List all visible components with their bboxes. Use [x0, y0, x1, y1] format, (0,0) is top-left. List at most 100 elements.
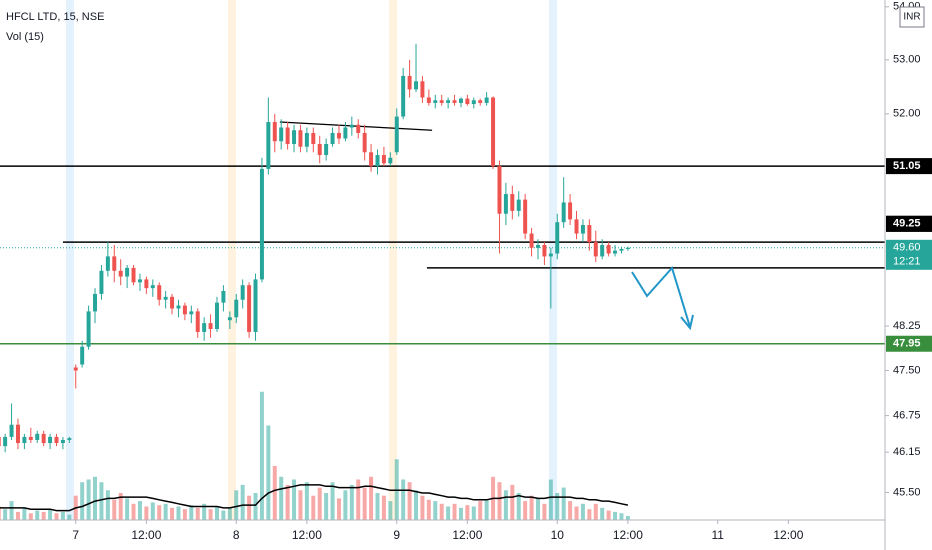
candle-body [189, 311, 194, 315]
candle-body [542, 244, 547, 257]
volume-bar [593, 503, 598, 520]
volume-bar [240, 484, 245, 520]
volume-bar [48, 509, 53, 520]
candle-body [9, 424, 14, 437]
volume-bar [247, 495, 252, 520]
x-tick-label: 8 [233, 528, 240, 542]
candle-body [221, 291, 226, 303]
volume-bar [414, 490, 419, 520]
candle-body [555, 222, 560, 254]
candle-body [401, 75, 406, 117]
candle-body [439, 100, 444, 103]
candle-body [580, 225, 585, 234]
candle-body [35, 433, 40, 440]
price-axis-bg [885, 0, 932, 550]
volume-bar [619, 513, 624, 520]
candle-body [343, 127, 348, 139]
volume-bar [105, 490, 110, 520]
volume-bar [362, 487, 367, 520]
volume-bar [555, 493, 560, 520]
volume-bar [523, 501, 528, 520]
volume-bar [60, 511, 65, 520]
candle-body [324, 143, 329, 156]
candle-body [478, 100, 483, 103]
volume-bar [349, 484, 354, 520]
candle-body [381, 155, 386, 164]
volume-bar [465, 505, 470, 520]
candle-body [266, 122, 271, 169]
candle-body [67, 438, 72, 440]
candle-body [182, 305, 187, 315]
volume-bar [272, 466, 277, 520]
candle-body [497, 166, 502, 214]
volume-bar [227, 507, 232, 520]
volume-bar [86, 479, 91, 520]
candle-body [54, 436, 59, 444]
session-band [389, 0, 397, 520]
volume-bar [189, 505, 194, 520]
volume-bar [54, 513, 59, 520]
candle-body [568, 202, 573, 220]
y-tick-label: 46.15 [893, 446, 921, 458]
candle-body [426, 97, 431, 103]
candle-body [600, 244, 605, 257]
volume-bar [215, 506, 219, 520]
candle-body [227, 317, 232, 321]
session-band [66, 0, 74, 520]
volume-bar [625, 515, 630, 520]
volume-bar [536, 498, 540, 520]
volume-bar [529, 495, 534, 520]
candle-body [465, 98, 470, 105]
candle-body [125, 267, 130, 277]
level-layer [0, 121, 885, 345]
volume-bar [471, 506, 476, 520]
volume-bar [80, 482, 85, 520]
candle-layer [0, 43, 630, 453]
candle-body [388, 157, 393, 164]
y-tick-label: 46.75 [893, 410, 921, 422]
candle-body [86, 311, 91, 347]
volume-bar [369, 476, 374, 520]
candle-body [253, 279, 258, 332]
arrow-head [680, 314, 694, 331]
candle-body [619, 248, 624, 251]
y-tick-label: 48.25 [893, 320, 921, 332]
last-price-label: 49.60 [893, 242, 921, 254]
volume-bar [118, 493, 123, 520]
y-tick-label: 45.50 [893, 486, 921, 498]
candle-body [80, 346, 85, 365]
candle-body [170, 296, 175, 309]
candle-body [60, 439, 65, 444]
candle-body [144, 279, 149, 289]
volume-bar [446, 506, 451, 520]
candle-body [93, 293, 98, 312]
candle-body [304, 132, 309, 147]
volume-bar [170, 507, 175, 520]
volume-bar [176, 506, 181, 520]
volume-bar [336, 498, 341, 520]
candle-body [195, 311, 200, 332]
volume-bar [221, 510, 226, 520]
candle-body [510, 194, 515, 211]
x-tick-label: 12:00 [452, 528, 482, 542]
volume-bar [420, 495, 425, 520]
level-label-box [886, 335, 932, 352]
candle-body [471, 100, 476, 105]
volume-bar [157, 505, 162, 520]
volume-bar [144, 506, 149, 520]
x-tick-label: 9 [393, 528, 400, 542]
candle-body [234, 299, 239, 318]
volume-bar [35, 510, 40, 520]
volume-bar [137, 501, 142, 520]
volume-bar [41, 511, 46, 520]
volume-label: Vol (15) [6, 31, 44, 43]
candle-body [73, 367, 78, 371]
candle-body [548, 253, 553, 257]
volume-bar [279, 476, 284, 520]
volume-bar [112, 499, 117, 520]
candle-body [317, 143, 322, 156]
volume-bar [163, 503, 168, 520]
candle-body [625, 247, 630, 249]
volume-bar [343, 490, 348, 520]
